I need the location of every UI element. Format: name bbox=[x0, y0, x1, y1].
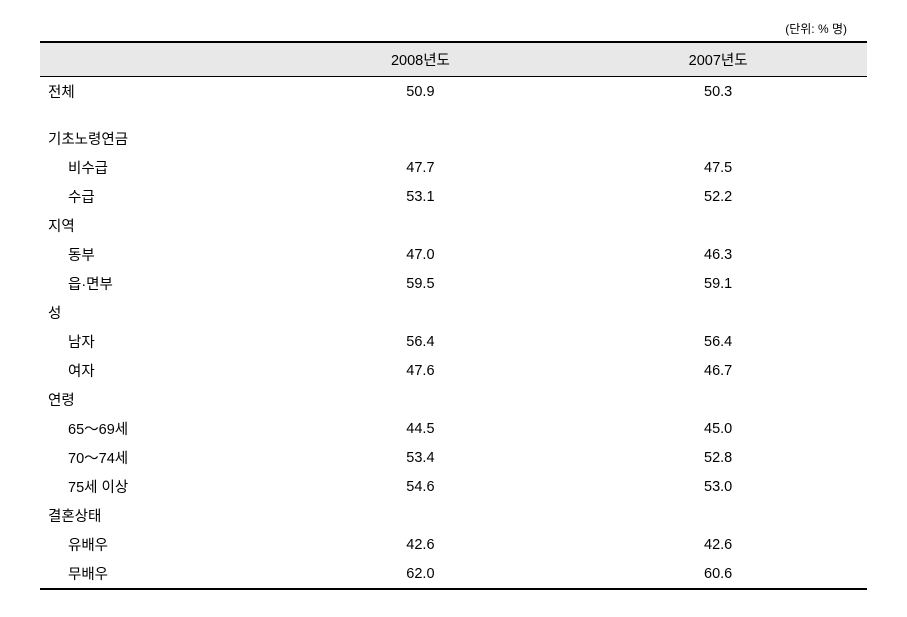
group-header: 연령 bbox=[40, 385, 272, 414]
cell-label: 여자 bbox=[40, 356, 272, 385]
row-region-dong: 동부 47.0 46.3 bbox=[40, 240, 867, 269]
table-header-row: 2008년도 2007년도 bbox=[40, 42, 867, 77]
row-pension-header: 기초노령연금 bbox=[40, 124, 867, 153]
cell-2007: 45.0 bbox=[569, 414, 867, 443]
col-header-2007: 2007년도 bbox=[569, 42, 867, 77]
col-header-2008: 2008년도 bbox=[272, 42, 570, 77]
cell-2008: 47.6 bbox=[272, 356, 570, 385]
cell-2007: 47.5 bbox=[569, 153, 867, 182]
cell-2007 bbox=[569, 211, 867, 240]
cell-label: 동부 bbox=[40, 240, 272, 269]
cell-2008: 42.6 bbox=[272, 530, 570, 559]
row-age-header: 연령 bbox=[40, 385, 867, 414]
cell-2008: 62.0 bbox=[272, 559, 570, 589]
cell-2008: 44.5 bbox=[272, 414, 570, 443]
row-age-75: 75세 이상 54.6 53.0 bbox=[40, 472, 867, 501]
row-pension-recipient: 수급 53.1 52.2 bbox=[40, 182, 867, 211]
cell-2008 bbox=[272, 298, 570, 327]
cell-label: 무배우 bbox=[40, 559, 272, 589]
cell-2008 bbox=[272, 211, 570, 240]
cell-2008 bbox=[272, 124, 570, 153]
cell-2008: 47.0 bbox=[272, 240, 570, 269]
cell-label: 비수급 bbox=[40, 153, 272, 182]
cell-2008: 56.4 bbox=[272, 327, 570, 356]
cell-2007: 50.3 bbox=[569, 77, 867, 107]
row-total: 전체 50.9 50.3 bbox=[40, 77, 867, 107]
cell-2007: 52.8 bbox=[569, 443, 867, 472]
cell-label: 유배우 bbox=[40, 530, 272, 559]
cell-2007: 42.6 bbox=[569, 530, 867, 559]
cell-label: 전체 bbox=[40, 77, 272, 107]
cell-2007 bbox=[569, 501, 867, 530]
unit-label: (단위: % 명) bbox=[40, 20, 867, 37]
group-header: 기초노령연금 bbox=[40, 124, 272, 153]
cell-label: 75세 이상 bbox=[40, 472, 272, 501]
cell-2007: 46.3 bbox=[569, 240, 867, 269]
row-marital-header: 결혼상태 bbox=[40, 501, 867, 530]
cell-2007 bbox=[569, 124, 867, 153]
cell-2007 bbox=[569, 385, 867, 414]
cell-2007: 46.7 bbox=[569, 356, 867, 385]
row-age-7074: 70～74세 53.4 52.8 bbox=[40, 443, 867, 472]
cell-2008: 59.5 bbox=[272, 269, 570, 298]
cell-2008: 53.1 bbox=[272, 182, 570, 211]
group-header: 결혼상태 bbox=[40, 501, 272, 530]
cell-2008: 54.6 bbox=[272, 472, 570, 501]
cell-2007: 60.6 bbox=[569, 559, 867, 589]
data-table: 2008년도 2007년도 전체 50.9 50.3 기초노령연금 비수급 47… bbox=[40, 41, 867, 590]
cell-2008: 47.7 bbox=[272, 153, 570, 182]
cell-label: 수급 bbox=[40, 182, 272, 211]
cell-2007: 59.1 bbox=[569, 269, 867, 298]
row-age-6569: 65～69세 44.5 45.0 bbox=[40, 414, 867, 443]
cell-2007: 56.4 bbox=[569, 327, 867, 356]
cell-label: 읍·면부 bbox=[40, 269, 272, 298]
cell-2007 bbox=[569, 298, 867, 327]
row-pension-nonrecipient: 비수급 47.7 47.5 bbox=[40, 153, 867, 182]
row-region-header: 지역 bbox=[40, 211, 867, 240]
cell-2007: 52.2 bbox=[569, 182, 867, 211]
col-header-label bbox=[40, 42, 272, 77]
row-marital-married: 유배우 42.6 42.6 bbox=[40, 530, 867, 559]
cell-label: 65～69세 bbox=[40, 414, 272, 443]
row-spacer bbox=[40, 106, 867, 124]
cell-2008: 53.4 bbox=[272, 443, 570, 472]
row-sex-female: 여자 47.6 46.7 bbox=[40, 356, 867, 385]
row-sex-male: 남자 56.4 56.4 bbox=[40, 327, 867, 356]
row-sex-header: 성 bbox=[40, 298, 867, 327]
row-marital-single: 무배우 62.0 60.6 bbox=[40, 559, 867, 589]
cell-2008 bbox=[272, 385, 570, 414]
cell-label: 남자 bbox=[40, 327, 272, 356]
row-region-eup: 읍·면부 59.5 59.1 bbox=[40, 269, 867, 298]
cell-2008: 50.9 bbox=[272, 77, 570, 107]
cell-2007: 53.0 bbox=[569, 472, 867, 501]
cell-label: 70～74세 bbox=[40, 443, 272, 472]
cell-2008 bbox=[272, 501, 570, 530]
group-header: 성 bbox=[40, 298, 272, 327]
group-header: 지역 bbox=[40, 211, 272, 240]
